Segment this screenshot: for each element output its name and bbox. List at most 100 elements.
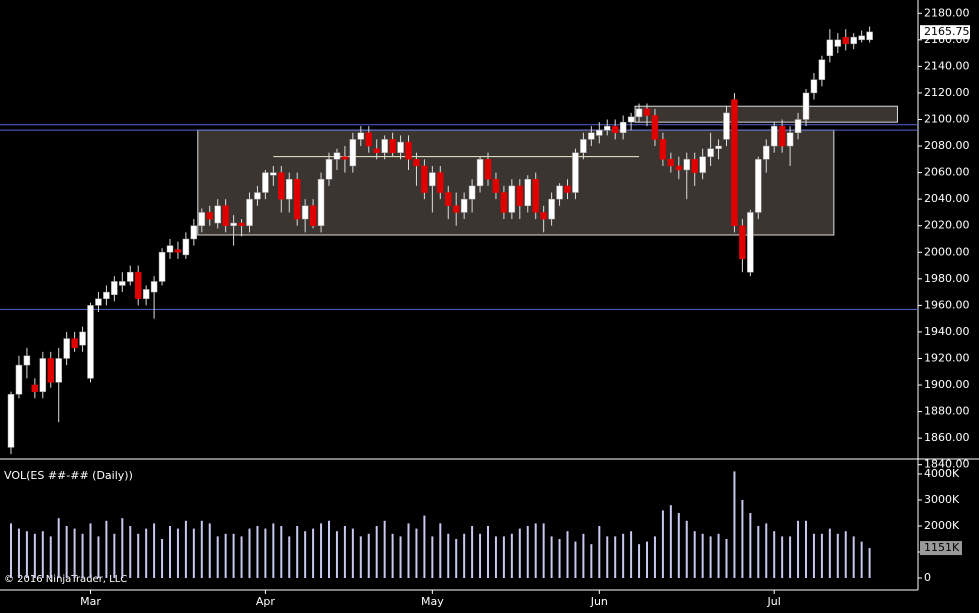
y-tick-label: 2120.00 [924, 86, 970, 99]
candle-body [540, 212, 547, 220]
candle-body [492, 178, 500, 193]
volume-bar [574, 541, 577, 578]
candle-body [556, 185, 563, 200]
volume-bar [479, 533, 482, 578]
volume-bar [129, 525, 132, 578]
volume-bar [304, 531, 307, 578]
candle-body [699, 156, 706, 173]
volume-bar [415, 528, 418, 578]
volume-bar [375, 525, 378, 578]
y-tick-label: 0 [924, 571, 931, 584]
candle-body [429, 172, 436, 187]
volume-bar [73, 528, 76, 578]
candle-body [127, 271, 134, 282]
volume-bar [383, 520, 386, 578]
volume-bar [653, 536, 656, 578]
candle-body [413, 159, 420, 167]
price-tag: 2165.75 [924, 25, 970, 38]
candle-body [262, 172, 269, 193]
candle-body [142, 289, 150, 299]
candle-body [635, 108, 643, 118]
y-tick-label: 2060.00 [924, 166, 970, 179]
volume-bar [232, 533, 235, 578]
candle-body [596, 129, 603, 136]
volume-bar [145, 528, 148, 578]
volume-bar [606, 536, 609, 578]
y-tick-label: 2000K [924, 519, 960, 532]
candle-body [604, 125, 611, 131]
candle-body [47, 358, 54, 383]
y-tick-label: 1880.00 [924, 405, 970, 418]
candle-body [500, 192, 508, 213]
volume-title: VOL(ES ##-## (Daily)) [4, 469, 133, 482]
candle-body [309, 205, 317, 226]
candle-body [818, 59, 826, 80]
y-tick-label: 1860.00 [924, 431, 970, 444]
y-tick-label: 2100.00 [924, 112, 970, 125]
candle-body [286, 178, 293, 200]
y-tick-label: 1980.00 [924, 272, 970, 285]
volume-bar [65, 525, 68, 578]
volume-bar [709, 536, 712, 578]
volume-bar [208, 523, 211, 578]
volume-bar [25, 531, 28, 578]
candle-body [675, 165, 683, 171]
candle-body [405, 141, 412, 160]
candle-body [119, 281, 126, 286]
volume-bar [280, 525, 283, 578]
volume-bar [860, 541, 863, 578]
candle-body [755, 159, 762, 213]
volume-bar [789, 536, 792, 578]
volume-bar [10, 523, 12, 578]
x-tick-label: Jul [767, 595, 781, 608]
candle-body [230, 222, 237, 226]
volume-bar [646, 541, 648, 578]
volume-tag: 1151K [924, 541, 960, 554]
volume-bar [343, 525, 346, 578]
volume-bar [192, 528, 195, 578]
candle-body [349, 139, 357, 167]
volume-bar [685, 520, 688, 578]
candle-body [39, 358, 47, 392]
volume-bar [471, 525, 474, 578]
candle-body [707, 148, 714, 157]
volume-bar [57, 518, 60, 578]
copyright: © 2016 NinjaTrader, LLC [4, 574, 127, 585]
volume-bar [153, 523, 156, 578]
volume-bar [399, 536, 402, 578]
candle-body [301, 205, 309, 220]
volume-bar [487, 525, 489, 578]
volume-bar [463, 533, 466, 578]
volume-bar [264, 528, 267, 578]
volume-bar [510, 533, 513, 578]
volume-bar [351, 528, 354, 578]
candle-body [111, 281, 118, 295]
volume-bar [582, 533, 585, 578]
volume-bar [638, 544, 641, 578]
candle-body [715, 145, 722, 149]
volume-bar [550, 536, 553, 578]
volume-bar [184, 520, 187, 578]
volume-bar [773, 531, 776, 578]
candle-body [627, 116, 635, 123]
volume-bar [757, 525, 760, 578]
y-tick-label: 2080.00 [924, 139, 970, 152]
candle-body [484, 159, 492, 180]
candle-body [739, 225, 746, 260]
volume-bar [137, 533, 140, 578]
volume-bar [455, 538, 458, 578]
candle-body [95, 298, 102, 306]
volume-tag-box [920, 541, 962, 556]
candle-body [254, 192, 261, 200]
candle-body [866, 31, 873, 41]
candle-body [659, 139, 667, 160]
candle-body [770, 125, 778, 147]
x-tick-label: Apr [256, 595, 276, 608]
candle-body [588, 132, 595, 140]
volume-bar [359, 536, 362, 578]
candle-body [691, 159, 698, 173]
candle-body [532, 178, 539, 213]
volume-bar [169, 525, 171, 578]
candle-body [747, 212, 754, 273]
candle-body [198, 212, 206, 226]
